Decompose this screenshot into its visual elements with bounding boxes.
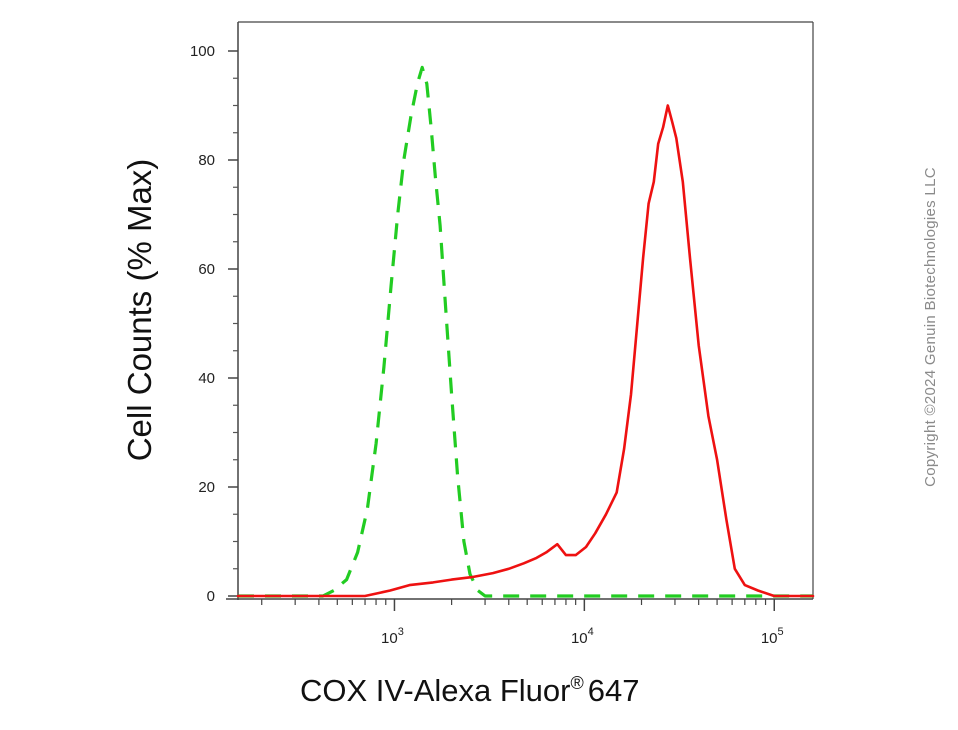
x-axis-title: COX IV-Alexa Fluor® 647 xyxy=(300,673,639,708)
series-layer xyxy=(236,65,815,598)
x-tick-label-base: 10 xyxy=(571,630,588,647)
x-axis-title-main: COX IV-Alexa Fluor xyxy=(300,673,570,708)
plot-frame xyxy=(226,21,814,600)
x-axis-title-registered-mark: ® xyxy=(570,673,583,693)
y-tick-label: 100 xyxy=(190,43,215,60)
x-tick-label-exponent: 4 xyxy=(588,626,594,638)
x-tick-label: 103 xyxy=(381,626,404,647)
x-tick-label-exponent: 5 xyxy=(778,626,784,638)
x-tick-label-base: 10 xyxy=(381,630,398,647)
y-tick-label: 40 xyxy=(198,370,215,387)
copyright-notice: Copyright ©2024 Genuin Biotechnologies L… xyxy=(922,167,939,487)
x-axis-ticks: 103 104 105 xyxy=(261,599,784,647)
y-tick-label: 60 xyxy=(198,261,215,278)
x-tick-label: 105 xyxy=(761,626,784,647)
x-axis-title-suffix: 647 xyxy=(588,673,640,708)
y-tick-label: 20 xyxy=(198,479,215,496)
solid-histogram-series xyxy=(236,104,815,598)
y-axis-title: Cell Counts (% Max) xyxy=(121,159,158,462)
x-tick-label: 104 xyxy=(571,626,594,647)
y-tick-label: 80 xyxy=(198,152,215,169)
x-tick-label-base: 10 xyxy=(761,630,778,647)
y-axis-ticks: 0 20 40 60 80 100 xyxy=(190,43,238,605)
dashed-histogram-series xyxy=(238,65,813,598)
y-tick-label: 0 xyxy=(207,588,215,605)
x-tick-label-exponent: 3 xyxy=(398,626,404,638)
